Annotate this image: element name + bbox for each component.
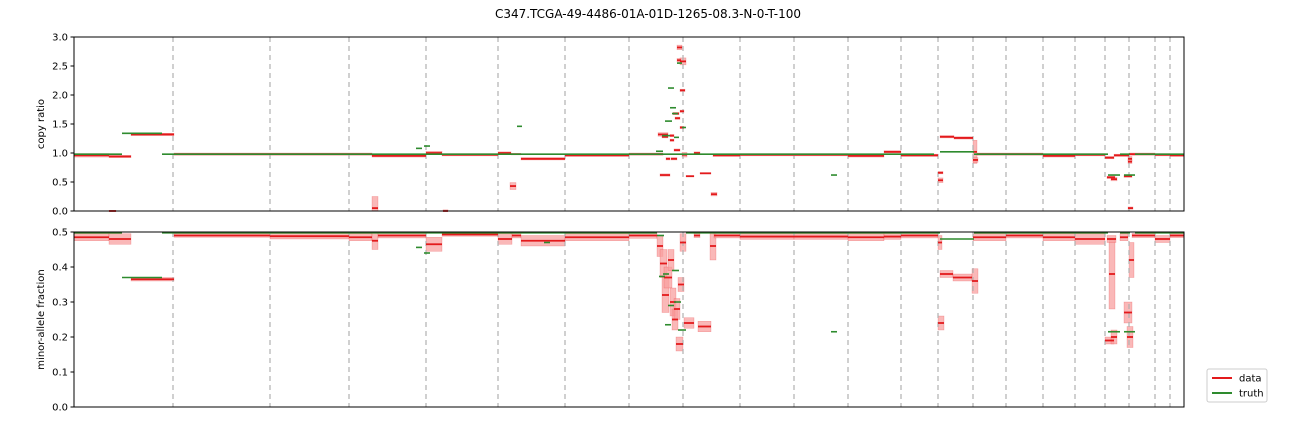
legend-truth-label: truth — [1239, 389, 1264, 400]
copy-ratio-ylabel: copy ratio — [36, 99, 47, 149]
legend-data-label: data — [1239, 374, 1262, 385]
maf-ytick-label-1: 0.1 — [52, 368, 68, 379]
maf-ytick-label-3: 0.3 — [52, 298, 68, 309]
copy-ratio-ytick-label-4: 2.0 — [52, 91, 68, 102]
maf-ytick-label-4: 0.4 — [52, 263, 68, 274]
legend: data truth — [1206, 368, 1268, 403]
copy-ratio-ytick-label-1: 0.5 — [52, 178, 68, 189]
maf-ylabel: minor-allele fraction — [36, 269, 47, 369]
maf-ytick-label-2: 0.2 — [52, 333, 68, 344]
copy-ratio-ytick-label-2: 1.0 — [52, 149, 68, 160]
copy-ratio-ytick-label-6: 3.0 — [52, 33, 68, 44]
maf-ytick-label-0: 0.0 — [52, 403, 68, 414]
maf-axes-frame — [73, 231, 1185, 408]
maf-ytick-label-5: 0.5 — [52, 228, 68, 239]
minor-allele-fraction-panel: 0.0 0.1 0.2 0.3 0.4 0.5 minor-allele fraction — [36, 228, 1185, 414]
figure-title: C347.TCGA-49-4486-01A-01D-1265-08.3-N-0-… — [494, 7, 802, 21]
copy-ratio-ytick-label-3: 1.5 — [52, 120, 68, 131]
copy-ratio-ytick-label-5: 2.5 — [52, 62, 68, 73]
copy-ratio-ytick-label-0: 0.0 — [52, 207, 68, 218]
copy-ratio-panel: 0.0 0.5 1.0 1.5 2.0 2.5 3.0 copy ratio — [36, 33, 1185, 218]
